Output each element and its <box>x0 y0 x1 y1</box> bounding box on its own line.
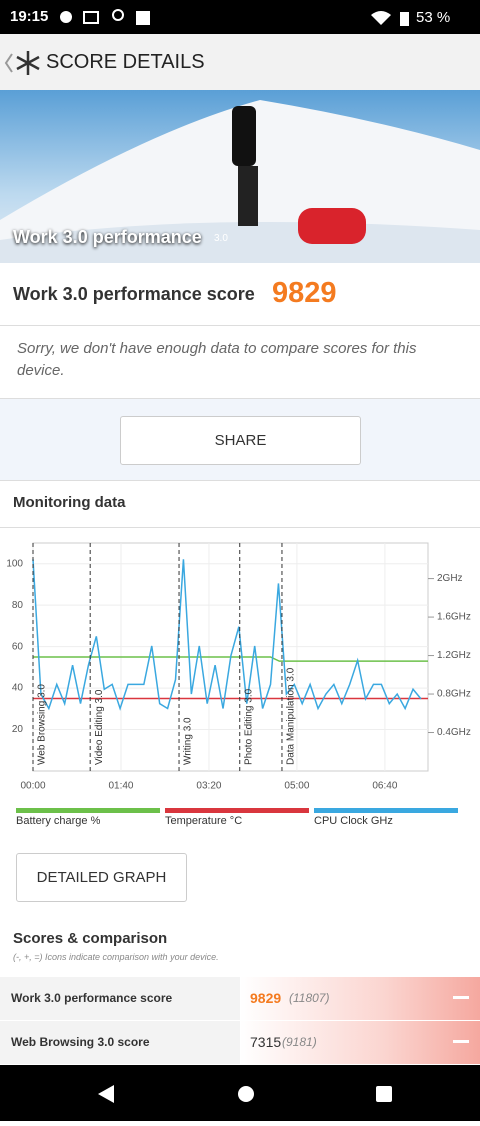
y2-tick-label: 1.6GHz <box>437 612 471 623</box>
scores-table: Work 3.0 performance score 9829 (11807) … <box>0 977 480 1065</box>
score-value: 9829 <box>272 277 337 309</box>
row-score: 9829 <box>250 990 282 1006</box>
legend: Battery charge % Temperature °C CPU Clock … <box>0 808 480 832</box>
y-tick-label: 20 <box>12 724 24 735</box>
legend-swatch <box>165 808 309 813</box>
annotation-label: Writing 3.0 <box>183 717 194 765</box>
score-row: Web Browsing 3.0 score 7315 (9181) <box>0 1021 480 1064</box>
annotation-label: Video Editing 3.0 <box>94 689 105 765</box>
score-label: Work 3.0 performance score <box>13 284 255 304</box>
nav-recent[interactable] <box>376 1086 392 1102</box>
annotation-label: Photo Editing 3.0 <box>243 688 254 765</box>
y-tick-label: 80 <box>12 600 24 611</box>
y2-tick-label: 0.8GHz <box>437 689 471 700</box>
scores-subtitle: (-, +, =) Icons indicate comparison with… <box>13 952 219 962</box>
monitoring-header: Monitoring data <box>0 480 480 528</box>
legend-item: Temperature °C <box>165 808 309 827</box>
series-line <box>32 559 422 711</box>
detailed-button[interactable]: DETAILED GRAPH <box>16 853 187 902</box>
header: SCORE DETAILS <box>0 34 480 90</box>
hero-version: 3.0 <box>214 233 228 244</box>
monitoring-title: Monitoring data <box>13 494 126 511</box>
legend-label: Battery charge % <box>16 815 101 827</box>
x-tick-label: 01:40 <box>108 781 133 792</box>
y-tick-label: 100 <box>6 558 23 569</box>
nav-icons <box>98 1085 392 1103</box>
nav-bar <box>0 1065 480 1121</box>
nav-home[interactable] <box>238 1086 254 1102</box>
status-bar: 19:15 53 % <box>0 0 480 34</box>
x-tick-label: 03:20 <box>196 781 221 792</box>
hero-title: Work 3.0 performance <box>13 227 202 247</box>
status-icons <box>60 9 150 25</box>
legend-item: Battery charge % <box>16 808 160 827</box>
x-tick-label: 06:40 <box>372 781 397 792</box>
row-compare: (11807) <box>289 991 330 1005</box>
annotation-label: Data Manipulation 3.0 <box>286 667 297 765</box>
legend-swatch <box>314 808 458 813</box>
x-tick-label: 05:00 <box>284 781 309 792</box>
note: Sorry, we don't have enough data to comp… <box>17 340 417 379</box>
annotation-label: Web Browsing 3.0 <box>37 684 48 765</box>
y2-tick-label: 1.2GHz <box>437 650 471 661</box>
back-icon[interactable] <box>2 48 46 78</box>
legend-item: CPU Clock GHz <box>314 808 458 827</box>
row-score: 7315 <box>250 1034 282 1050</box>
nav-back[interactable] <box>98 1085 114 1103</box>
share-section: SHARE <box>0 398 480 481</box>
y-tick-label: 40 <box>12 683 24 694</box>
x-tick-label: 00:00 <box>20 781 45 792</box>
legend-label: Temperature °C <box>165 815 243 827</box>
series-line <box>33 656 428 662</box>
row-label: Work 3.0 performance score <box>11 991 173 1005</box>
battery: 53 % <box>416 9 451 26</box>
legend-swatch <box>16 808 160 813</box>
y2-tick-label: 2GHz <box>437 573 463 584</box>
score-row: Work 3.0 performance score 9829 <box>0 263 480 326</box>
score-row: Work 3.0 performance score 9829 (11807) <box>0 977 480 1021</box>
header-title: SCORE DETAILS <box>46 51 205 73</box>
hero: Work 3.0 performance 3.0 <box>0 90 480 263</box>
network-icons <box>371 11 409 26</box>
row-compare: (9181) <box>282 1035 317 1049</box>
minus-icon <box>453 1040 469 1043</box>
hero-image <box>0 100 480 263</box>
y-tick-label: 60 <box>12 641 24 652</box>
scores-title: Scores & comparison <box>13 930 168 947</box>
row-label: Web Browsing 3.0 score <box>11 1035 150 1049</box>
share-button[interactable]: SHARE <box>120 416 361 465</box>
minus-icon <box>453 996 469 999</box>
legend-label: CPU Clock GHz <box>314 815 393 827</box>
time: 19:15 <box>10 8 49 25</box>
y2-tick-label: 0.4GHz <box>437 727 471 738</box>
chart: 20 40 60 80 100 0.4GHz 0.8GHz 1.2GHz 1.6GHz 2GHz 0… <box>6 542 471 792</box>
